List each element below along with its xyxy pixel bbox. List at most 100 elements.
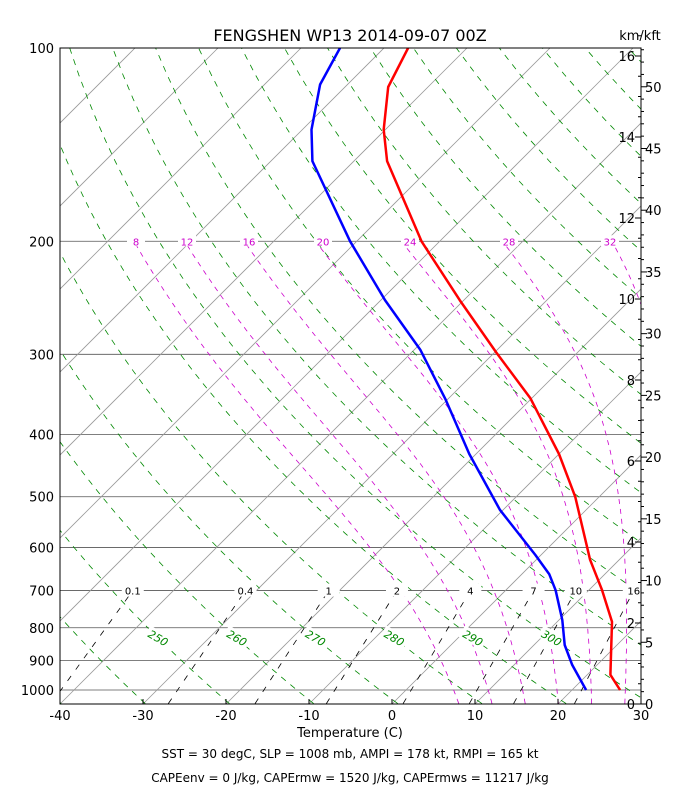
plot-frame — [59, 47, 642, 705]
isotherm-line — [60, 122, 641, 704]
kft-tick-label: 10 — [645, 575, 662, 590]
moist-adiabat-label-bg — [500, 235, 518, 247]
footer-line-2: CAPEenv = 0 J/kg, CAPErmw = 1520 J/kg, C… — [151, 771, 549, 785]
moist-adiabat-label: 32 — [604, 237, 617, 248]
km-tick-label: 4 — [627, 536, 635, 551]
mixing-ratio-label-bg — [234, 583, 257, 597]
kft-tick-label: 45 — [645, 142, 662, 157]
dry-adiabat-line — [60, 441, 314, 704]
km-tick-label: 8 — [627, 374, 635, 389]
mixing-ratio-label-bg — [564, 583, 587, 597]
dry-adiabat-line — [60, 529, 230, 704]
isotherm-line — [60, 48, 551, 539]
moist-adiabat-label: 8 — [133, 237, 139, 248]
kft-tick-label: 0 — [645, 698, 653, 713]
pressure-tick-label: 500 — [29, 491, 54, 506]
moist-adiabat-label: 24 — [404, 237, 417, 248]
dry-adiabat-label-bg — [301, 625, 331, 650]
temperature-profile — [382, 48, 622, 691]
dry-adiabat-line — [198, 48, 641, 544]
profile-curves — [310, 48, 622, 691]
moist-adiabat-line — [133, 241, 460, 704]
moist-adiabat-line — [502, 241, 627, 704]
mixing-ratio-label: 4 — [467, 587, 473, 598]
km-tick-label: 6 — [627, 455, 635, 470]
dry-adiabat-line — [60, 701, 62, 704]
mixing-ratio-line — [167, 590, 246, 704]
kft-tick-label: 40 — [645, 204, 662, 219]
dry-adiabat-line — [498, 48, 641, 204]
dry-adiabat-line — [60, 251, 483, 704]
x-tick-label: 0 — [388, 709, 396, 724]
right-axis-label: km/kft — [619, 29, 661, 44]
x-tick-label: 30 — [633, 709, 650, 724]
isotherm-line — [143, 205, 641, 704]
mixing-ratio-label-bg — [622, 583, 645, 597]
mixing-ratio-label-bg — [317, 583, 340, 597]
dry-adiabat-line — [60, 143, 567, 704]
moist-adiabat-label-bg — [240, 235, 258, 247]
axes: -40 -30 -20 -10 0 10 20 30100200300400500600700… — [21, 35, 662, 724]
x-axis-label: Temperature (C) — [296, 726, 403, 741]
x-tick-label: -10 — [298, 709, 319, 724]
mixing-ratio-line — [326, 590, 398, 704]
isotherm-line — [475, 537, 641, 704]
dry-adiabat-line — [60, 349, 398, 704]
km-tick-label: 2 — [627, 617, 635, 632]
moist-adiabat-label-bg — [601, 235, 619, 247]
isotherm-line — [60, 48, 219, 207]
dry-adiabat-line — [541, 48, 641, 157]
footer-line-1: SST = 30 degC, SLP = 1008 mb, AMPI = 178… — [161, 747, 538, 761]
isotherm-line — [60, 48, 302, 290]
dry-adiabat-line — [60, 616, 146, 704]
dry-adiabat-line — [155, 48, 641, 594]
km-tick-label: 16 — [618, 50, 635, 65]
dry-adiabat-label-bg — [458, 625, 488, 650]
chart-title: FENGSHEN WP13 2014-09-07 00Z — [213, 26, 486, 45]
mixing-ratio-label-bg — [459, 583, 482, 597]
x-tick-label: -20 — [215, 709, 236, 724]
mixing-ratio-label-bg — [522, 583, 545, 597]
isotherm-line — [392, 454, 641, 704]
mixing-ratio-label: 0.4 — [237, 587, 253, 598]
isotherm-line — [0, 48, 52, 704]
dry-adiabat-line — [112, 48, 641, 646]
kft-tick-label: 30 — [645, 328, 662, 343]
dry-adiabat-line — [69, 48, 641, 699]
kft-tick-label: 20 — [645, 451, 662, 466]
mixing-ratio-label-bg — [121, 583, 144, 597]
mixing-ratio-line — [402, 590, 471, 704]
kft-tick-label: 15 — [645, 513, 662, 528]
pressure-tick-label: 400 — [29, 429, 54, 444]
dry-adiabat-label-bg — [379, 625, 409, 650]
moist-adiabat-label: 12 — [181, 237, 194, 248]
mixing-ratio-label-bg — [385, 583, 408, 597]
moist-adiabat-label-bg — [127, 235, 145, 247]
pressure-tick-label: 1000 — [21, 684, 54, 699]
isotherm-line — [60, 48, 385, 373]
km-tick-label: 12 — [618, 212, 635, 227]
dry-adiabat-label-bg — [143, 625, 173, 650]
pressure-tick-label: 100 — [29, 42, 54, 57]
moist-adiabat-label: 20 — [317, 237, 330, 248]
mixing-ratio-line — [60, 590, 134, 693]
mixing-ratio-line — [254, 590, 330, 704]
x-tick-label: -40 — [49, 709, 70, 724]
pressure-tick-label: 600 — [29, 542, 54, 557]
pressure-tick-label: 800 — [29, 622, 54, 637]
mixing-ratio-label: 2 — [394, 587, 400, 598]
moist-adiabat-line — [401, 241, 592, 704]
moist-adiabat-label-bg — [178, 235, 196, 247]
moist-adiabat-label: 16 — [243, 237, 256, 248]
isotherm-line — [60, 48, 634, 622]
mixing-ratio-label: 7 — [530, 587, 536, 598]
dry-adiabat-line — [671, 48, 700, 704]
x-tick-label: 10 — [467, 709, 484, 724]
plot-area — [0, 48, 700, 704]
mixing-ratio-label: 0.1 — [125, 587, 141, 598]
moist-adiabat-line — [184, 241, 493, 704]
dry-adiabat-line — [455, 48, 641, 252]
pressure-tick-label: 900 — [29, 655, 54, 670]
